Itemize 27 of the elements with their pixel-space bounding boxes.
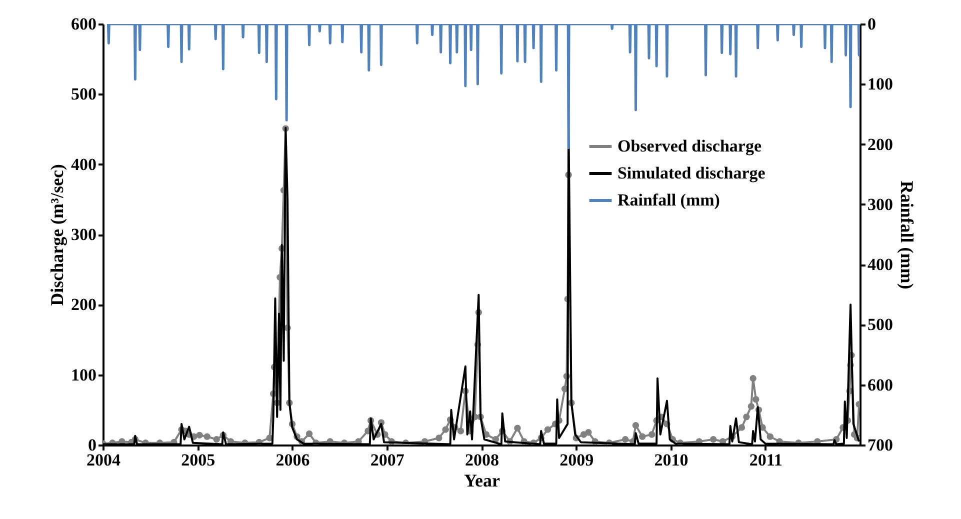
x-tick-label: 2006 — [276, 450, 310, 470]
x-tick-label: 2005 — [181, 450, 216, 470]
legend-label: Rainfall (mm) — [617, 190, 720, 210]
y-tick-label: 400 — [71, 154, 96, 174]
legend-label: Simulated discharge — [617, 163, 766, 182]
y2-tick-label: 400 — [868, 255, 893, 274]
y-tick-label: 100 — [71, 365, 96, 384]
y-axis-title: Discharge (m³/sec) — [47, 164, 67, 306]
x-tick-label: 2007 — [370, 450, 405, 470]
y2-tick-label: 700 — [868, 436, 893, 454]
legend-label: Observed discharge — [617, 136, 762, 156]
y2-tick-label: 600 — [868, 375, 893, 394]
y2-axis-title: Rainfall (mm) — [897, 180, 917, 290]
y2-tick-label: 300 — [868, 194, 893, 214]
y2-tick-label: 200 — [868, 134, 893, 154]
y-tick-label: 600 — [71, 14, 96, 34]
y2-tick-label: 0 — [868, 14, 876, 34]
y-tick-label: 500 — [71, 84, 96, 104]
x-tick-label: 2010 — [654, 450, 688, 470]
x-axis-title: Year — [464, 470, 500, 490]
y2-tick-label: 500 — [868, 315, 893, 334]
x-tick-label: 2008 — [465, 450, 499, 470]
x-tick-label: 2011 — [749, 450, 782, 470]
y-tick-label: 300 — [71, 225, 96, 244]
y2-tick-label: 100 — [868, 74, 893, 94]
y-tick-label: 200 — [71, 295, 96, 314]
x-tick-label: 2009 — [560, 450, 594, 470]
